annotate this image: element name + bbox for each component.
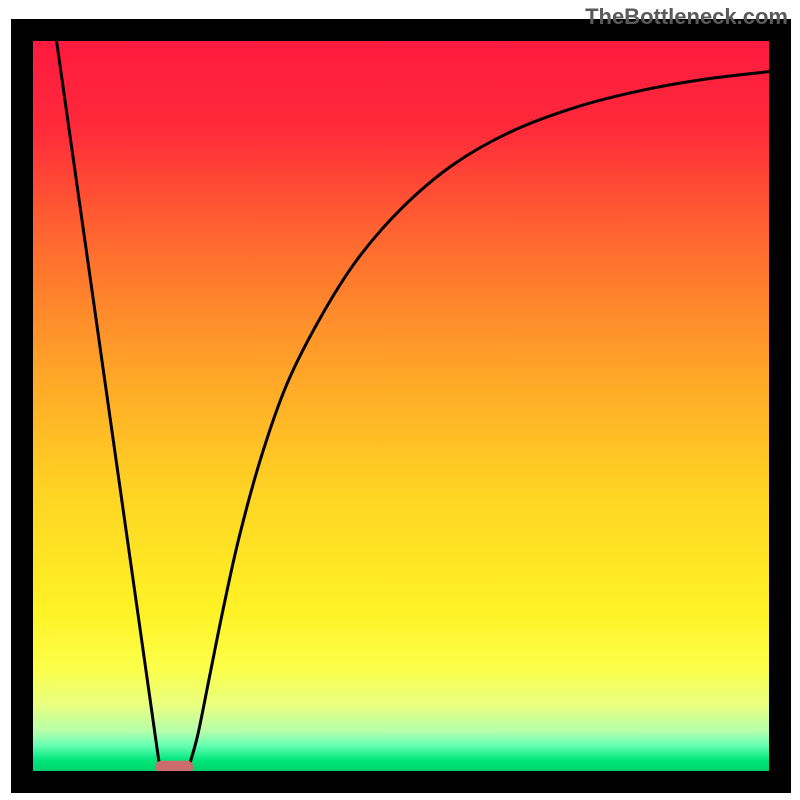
bottleneck-chart — [0, 0, 800, 800]
chart-container: TheBottleneck.com — [0, 0, 800, 800]
watermark-text: TheBottleneck.com — [585, 4, 788, 30]
